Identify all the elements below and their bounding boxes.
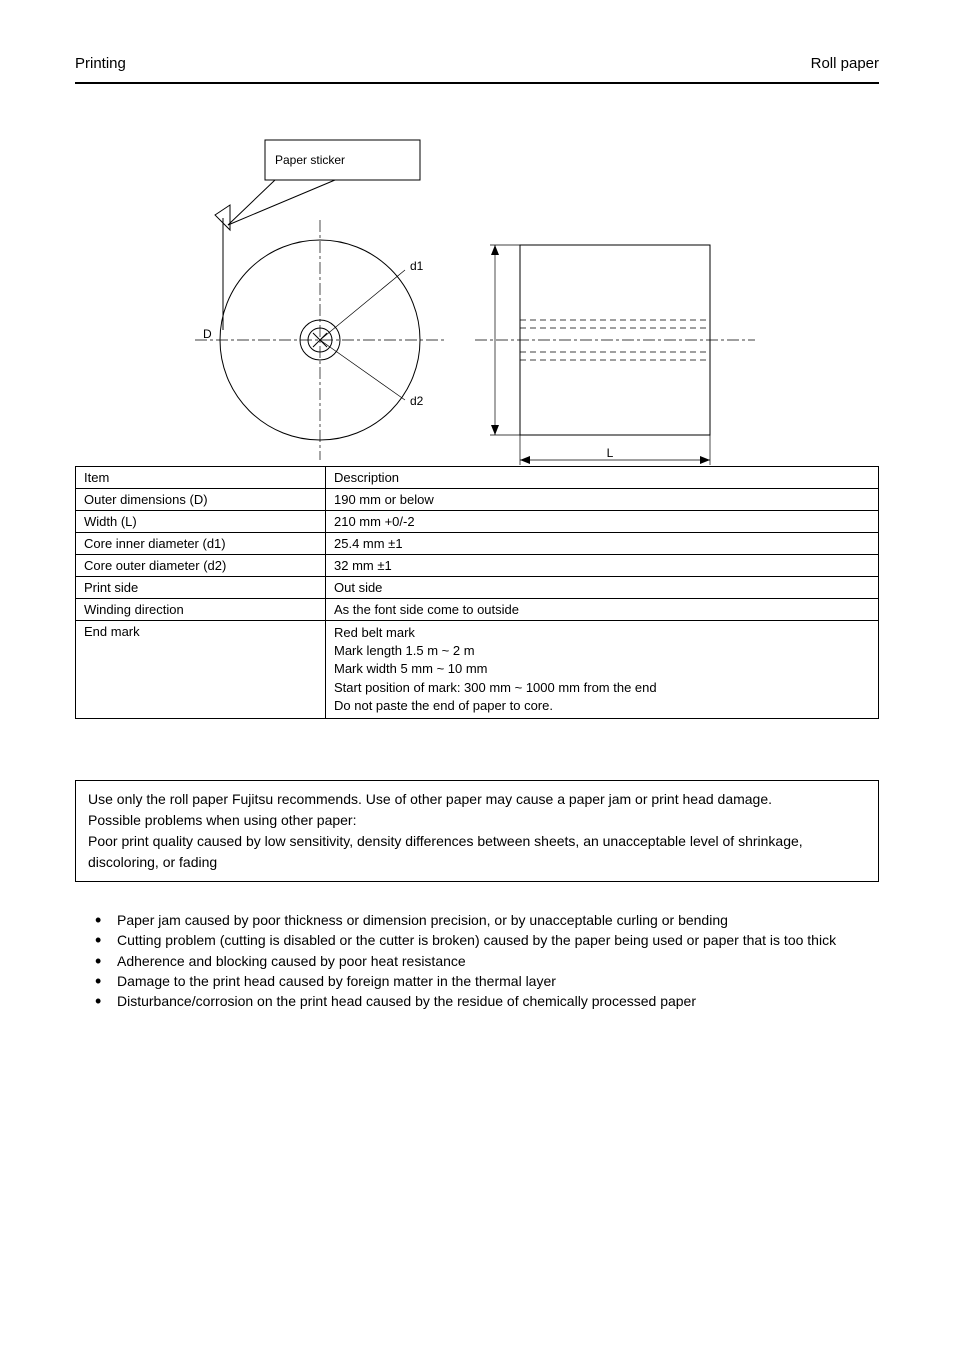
spec-value: 32 mm ±1 xyxy=(326,555,879,577)
spec-value: Description xyxy=(326,467,879,489)
table-row: Print side Out side xyxy=(76,577,879,599)
table-row: Winding direction As the font side come … xyxy=(76,599,879,621)
spec-value: Out side xyxy=(326,577,879,599)
list-item: Paper jam caused by poor thickness or di… xyxy=(95,910,875,930)
spec-value: 25.4 mm ±1 xyxy=(326,533,879,555)
table-row: End mark Red belt mark Mark length 1.5 m… xyxy=(76,621,879,719)
d-leader-1 xyxy=(320,270,405,340)
table-row: Item Description xyxy=(76,467,879,489)
spec-value: 190 mm or below xyxy=(326,489,879,511)
list-item: Adherence and blocking caused by poor he… xyxy=(95,951,875,971)
side-D-arrow-bot xyxy=(491,425,499,435)
bullet-list: Paper jam caused by poor thickness or di… xyxy=(95,910,875,1011)
dim-d1: d1 xyxy=(410,259,424,273)
spec-label: Core outer diameter (d2) xyxy=(76,555,326,577)
side-L-arrow-left xyxy=(520,456,530,464)
spec-label: Outer dimensions (D) xyxy=(76,489,326,511)
list-item: Damage to the print head caused by forei… xyxy=(95,971,875,991)
spec-label: Print side xyxy=(76,577,326,599)
list-item: Disturbance/corrosion on the print head … xyxy=(95,991,875,1011)
table-row: Outer dimensions (D) 190 mm or below xyxy=(76,489,879,511)
spec-table-body: Item Description Outer dimensions (D) 19… xyxy=(76,467,879,719)
spec-value: Red belt mark Mark length 1.5 m ~ 2 m Ma… xyxy=(326,621,879,719)
header-right: Roll paper xyxy=(811,55,879,72)
spec-label: Width (L) xyxy=(76,511,326,533)
dim-d2: d2 xyxy=(410,394,424,408)
label-box-text: Paper sticker xyxy=(275,153,345,167)
note-line-1: Use only the roll paper Fujitsu recommen… xyxy=(88,789,866,810)
table-row: Width (L) 210 mm +0/-2 xyxy=(76,511,879,533)
diagram: Paper sticker d1 d2 D xyxy=(75,130,875,470)
table-row: Core outer diameter (d2) 32 mm ±1 xyxy=(76,555,879,577)
dim-D: D xyxy=(203,327,212,341)
list-item: Cutting problem (cutting is disabled or … xyxy=(95,930,875,950)
side-L-arrow-right xyxy=(700,456,710,464)
note-box: Use only the roll paper Fujitsu recommen… xyxy=(75,780,879,882)
dim-L: L xyxy=(607,446,614,460)
spec-label: Winding direction xyxy=(76,599,326,621)
spec-label: Core inner diameter (d1) xyxy=(76,533,326,555)
table-row: Core inner diameter (d1) 25.4 mm ±1 xyxy=(76,533,879,555)
diagram-svg: Paper sticker d1 d2 D xyxy=(75,130,875,470)
leader-2 xyxy=(228,180,335,225)
side-D-arrow-top xyxy=(491,245,499,255)
spec-value: As the font side come to outside xyxy=(326,599,879,621)
spec-label: End mark xyxy=(76,621,326,719)
spec-value: 210 mm +0/-2 xyxy=(326,511,879,533)
leader-1 xyxy=(228,180,275,225)
note-line-3: Poor print quality caused by low sensiti… xyxy=(88,831,866,873)
spec-label: Item xyxy=(76,467,326,489)
spec-table: Item Description Outer dimensions (D) 19… xyxy=(75,466,879,719)
d-leader-2 xyxy=(320,340,405,400)
note-line-2: Possible problems when using other paper… xyxy=(88,810,866,831)
page-header: Printing Roll paper xyxy=(75,55,879,84)
header-left: Printing xyxy=(75,55,126,72)
